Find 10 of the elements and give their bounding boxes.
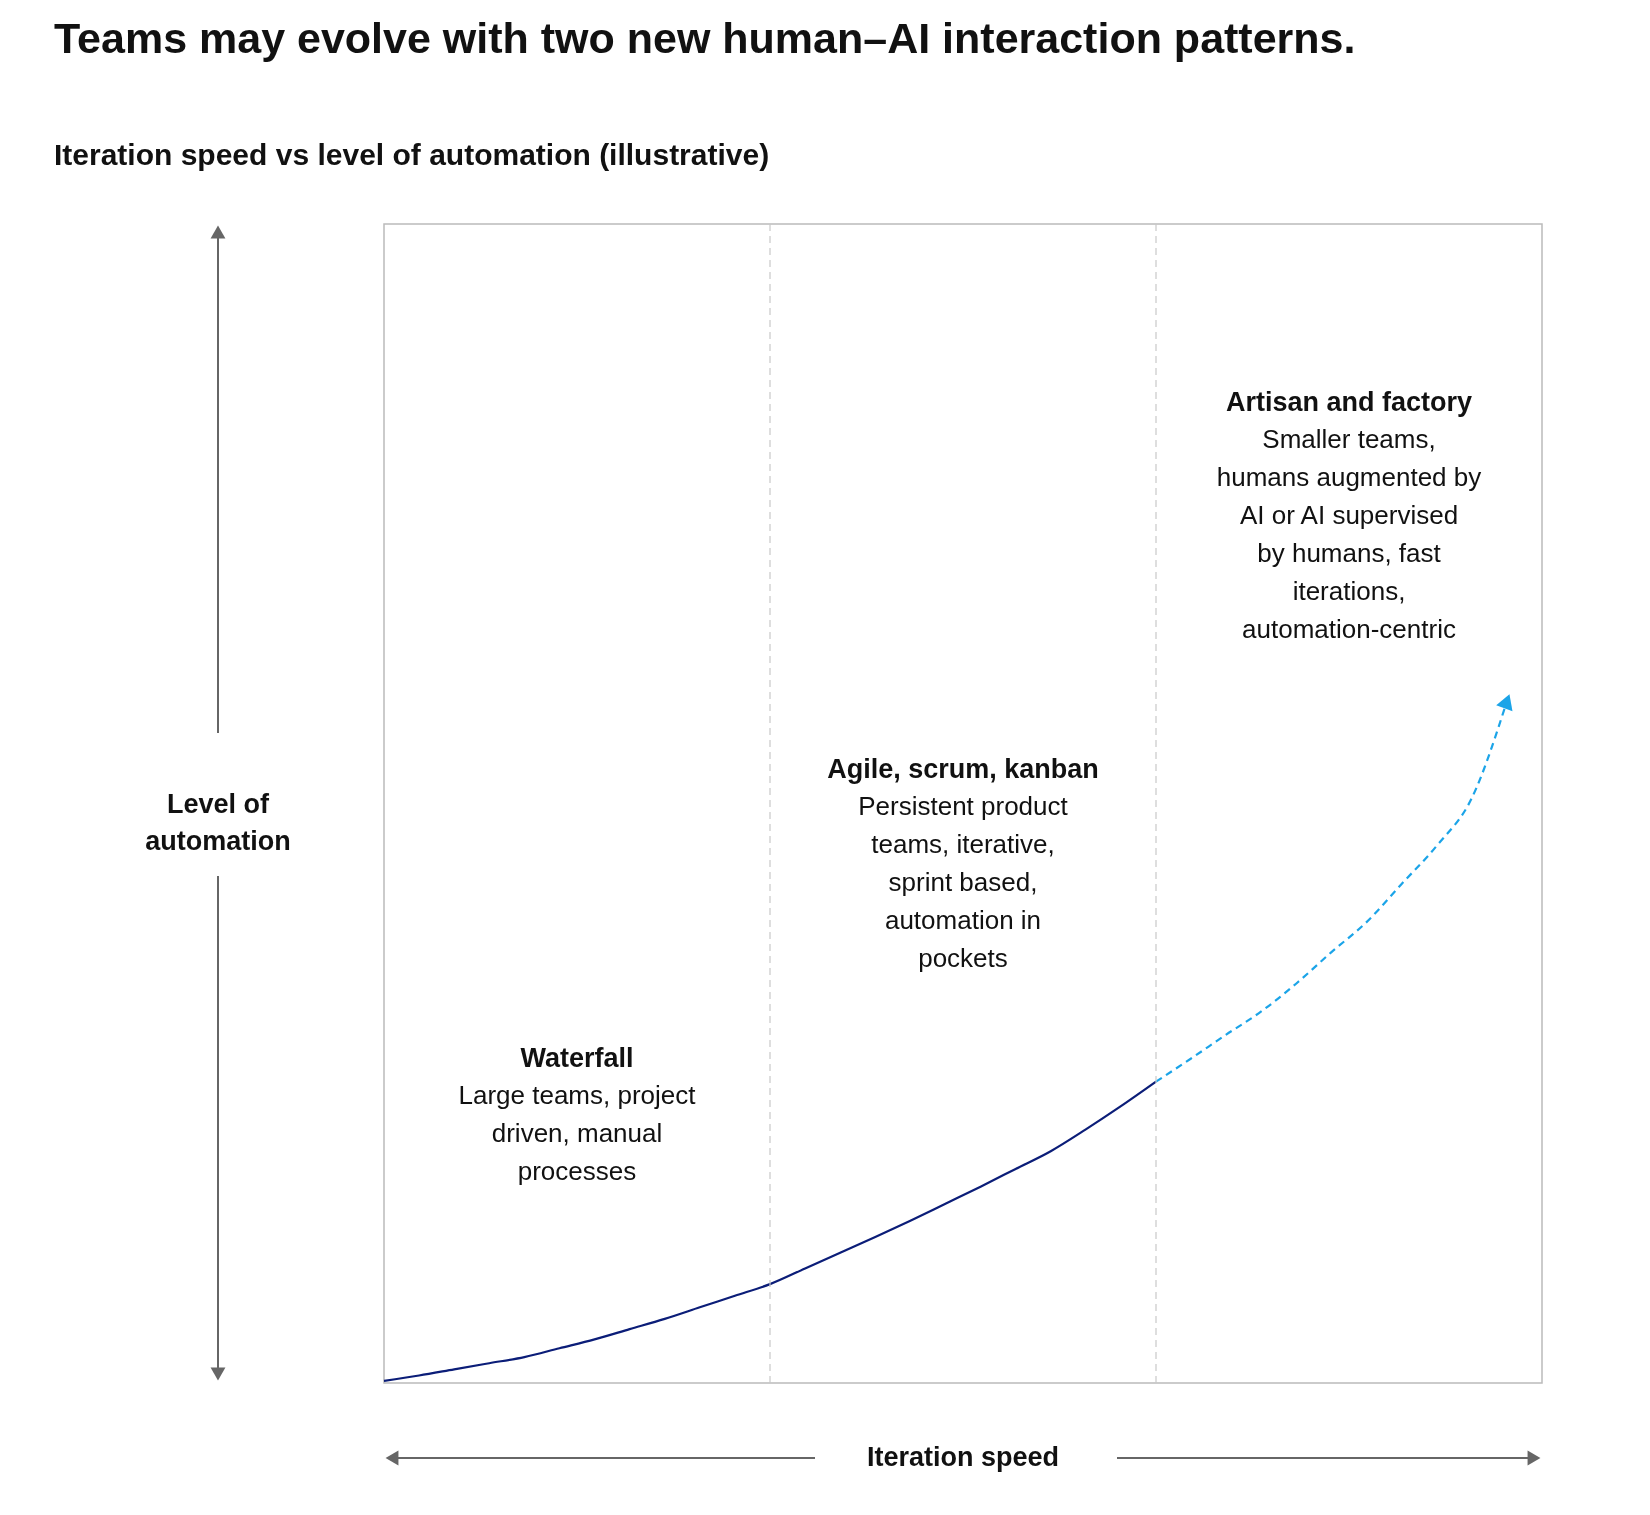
annotation: Large teams, project driven, manual processes [458, 1080, 697, 1186]
annotation: Persistent product teams, iterative, sprint based, automation in pockets [858, 791, 1069, 973]
x-axis-title: Iteration speed [866, 1442, 1060, 1472]
annotation: Agile, scrum, kanban [827, 754, 1099, 784]
chart-title: Teams may evolve with two new human–AI interaction patterns. [54, 14, 1356, 62]
text: Artisan and factory [1225, 387, 1473, 417]
y-axis-title: Level of automation [145, 789, 291, 856]
annotation: Waterfall [520, 1043, 634, 1073]
text: Smaller teams, humans augmented by AI or AI supervised by humans, fast iterations, automation-centric [1216, 424, 1482, 644]
chart-subtitle: Iteration speed vs level of automation (illustrative) [54, 138, 770, 171]
